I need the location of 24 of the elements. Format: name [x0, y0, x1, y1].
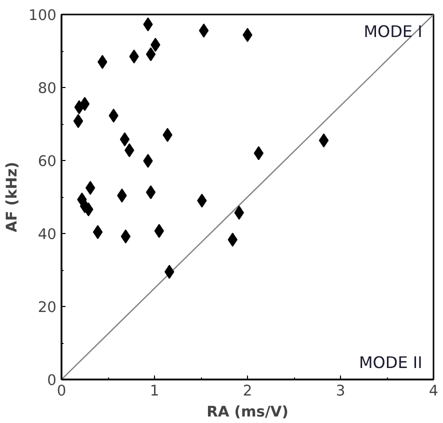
point	[74, 100, 84, 114]
annotation: MODE II	[358, 353, 422, 372]
point	[318, 133, 329, 148]
point	[73, 114, 84, 128]
y-tick-label: 0	[47, 372, 57, 389]
point	[120, 229, 131, 244]
point	[146, 47, 156, 62]
y-axis-title: AF (kHz)	[4, 162, 21, 232]
point	[85, 180, 96, 195]
y-tick-label: 60	[38, 153, 57, 170]
x-axis-title: RA (ms/V)	[206, 404, 288, 420]
x-tick-label: 3	[336, 382, 346, 400]
annotation: MODE I	[364, 22, 422, 41]
x-tick-label: 1	[150, 382, 160, 400]
x-tick-label: 2	[242, 382, 252, 400]
y-tick-label: 100	[28, 7, 57, 24]
y-tick-label: 80	[38, 80, 57, 97]
x-tick-label: 4	[428, 382, 438, 400]
y-tick-label: 20	[38, 299, 57, 316]
point	[92, 225, 103, 240]
y-tick-label: 40	[38, 226, 57, 243]
point	[146, 185, 156, 200]
point	[120, 132, 130, 146]
point	[198, 24, 209, 38]
